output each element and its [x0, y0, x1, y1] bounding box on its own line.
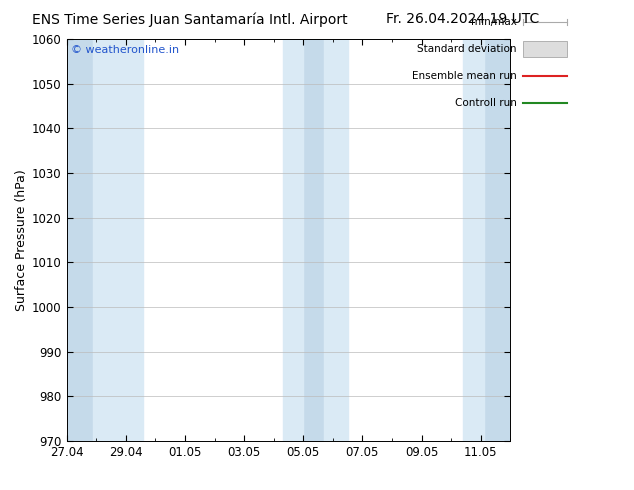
Text: Ensemble mean run: Ensemble mean run [412, 71, 517, 81]
Bar [484, 39, 510, 441]
Bar [303, 39, 324, 441]
Text: © weatheronline.in: © weatheronline.in [71, 45, 179, 55]
Bar [283, 39, 303, 441]
Text: min/max: min/max [471, 17, 517, 27]
Text: Controll run: Controll run [455, 98, 517, 108]
Bar [463, 39, 484, 441]
Y-axis label: Surface Pressure (hPa): Surface Pressure (hPa) [15, 169, 28, 311]
Bar [93, 39, 143, 441]
Text: Standard deviation: Standard deviation [417, 44, 517, 54]
Bar [324, 39, 347, 441]
Text: Fr. 26.04.2024 19 UTC: Fr. 26.04.2024 19 UTC [386, 12, 540, 26]
Text: ENS Time Series Juan Santamaría Intl. Airport: ENS Time Series Juan Santamaría Intl. Ai… [32, 12, 348, 27]
Bar [67, 39, 93, 441]
